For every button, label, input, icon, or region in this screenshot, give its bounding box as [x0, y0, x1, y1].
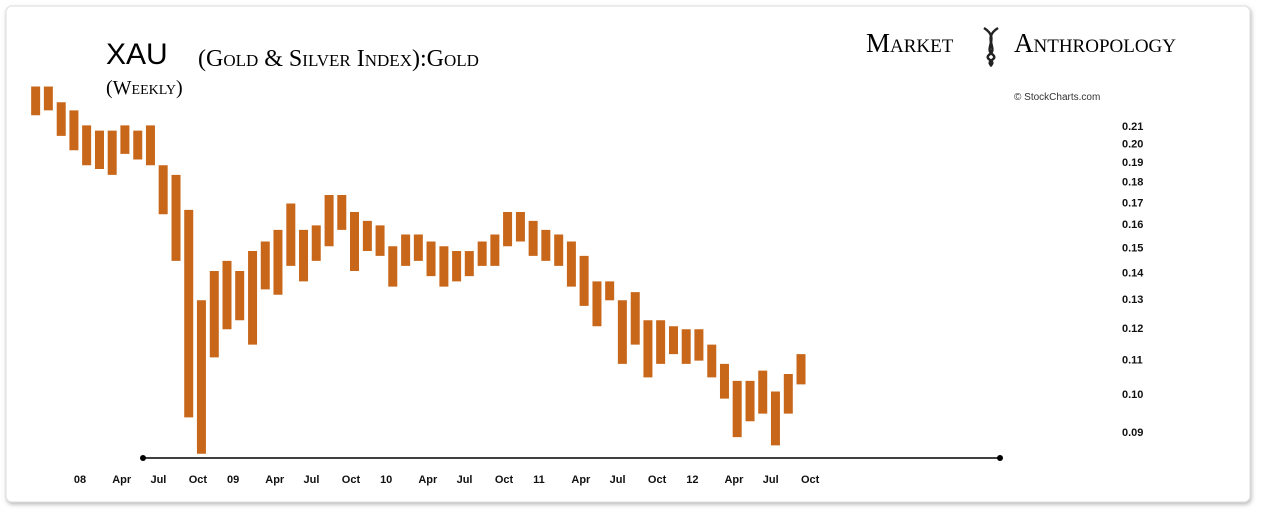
plot [31, 86, 806, 454]
chart-subtitle: (Gold & Silver Index):Gold [198, 46, 479, 72]
y-tick-label: 0.14 [1122, 267, 1144, 279]
y-tick-label: 0.13 [1122, 294, 1143, 306]
frame [5, 5, 1251, 503]
y-tick-label: 0.20 [1122, 139, 1143, 151]
x-tick-label: Oct [342, 474, 361, 486]
x-tick-label: Jul [763, 474, 779, 486]
y-tick-label: 0.21 [1122, 121, 1143, 133]
x-tick-label: Apr [724, 474, 744, 486]
x-tick-label: Oct [801, 474, 820, 486]
brand-icon [983, 26, 999, 67]
x-tick-label: 10 [380, 474, 392, 486]
y-tick-label: 0.16 [1122, 219, 1143, 231]
x-tick-label: Oct [495, 474, 514, 486]
x-tick-label: 11 [533, 474, 545, 486]
x-tick-label: Apr [571, 474, 591, 486]
y-tick-label: 0.17 [1122, 197, 1143, 209]
y-tick-label: 0.11 [1122, 355, 1143, 367]
x-tick-label: Jul [304, 474, 320, 486]
y-tick-label: 0.15 [1122, 243, 1143, 255]
credit: © StockCharts.com [1014, 92, 1100, 103]
x-tick-label: Oct [648, 474, 667, 486]
x-tick-label: Apr [112, 474, 132, 486]
x-tick-label: Jul [457, 474, 473, 486]
brand-right: Anthropology [1014, 28, 1176, 58]
x-tick-label: Oct [189, 474, 208, 486]
y-tick-label: 0.12 [1122, 323, 1143, 335]
y-tick-label: 0.19 [1122, 157, 1143, 169]
axis-dot [140, 455, 146, 461]
brand-left: Market [866, 28, 954, 58]
y-tick-label: 0.09 [1122, 427, 1143, 439]
x-tick-label: Jul [150, 474, 166, 486]
x-tick-label: Apr [265, 474, 285, 486]
x-tick-label: 08 [74, 474, 86, 486]
period-label: (Weekly) [106, 77, 183, 99]
y-tick-label: 0.18 [1122, 177, 1143, 189]
y-tick-label: 0.10 [1122, 389, 1143, 401]
x-tick-label: 12 [686, 474, 698, 486]
chart-title: XAU [106, 38, 168, 71]
axis-dot [997, 455, 1003, 461]
x-tick-label: Apr [418, 474, 438, 486]
x-tick-label: Jul [610, 474, 626, 486]
x-tick-label: 09 [227, 474, 239, 486]
